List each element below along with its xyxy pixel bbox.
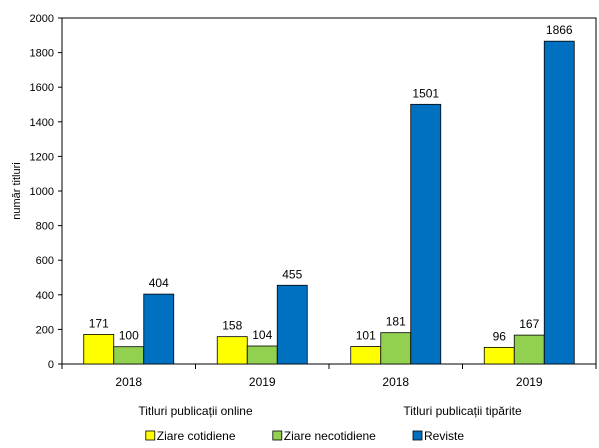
bar: [216, 336, 248, 365]
bar: [246, 345, 278, 365]
bar: [276, 284, 308, 365]
y-tick-label: 1000: [30, 186, 54, 198]
legend-label: Ziare necotidiene: [284, 429, 376, 443]
data-label: 404: [149, 276, 169, 290]
x-axis: 2018 2019 2018 2019 Titluri publicații onlin…: [61, 364, 597, 418]
data-label: 1866: [546, 23, 573, 37]
bar: [543, 40, 575, 365]
y-tick-label: 200: [36, 324, 54, 336]
data-label: 100: [119, 329, 139, 343]
data-label: 158: [222, 319, 242, 333]
value-labels: 171 100 404 158 104 455 101 181 1501 96 167 1866: [89, 23, 573, 343]
data-label: 1501: [412, 86, 439, 100]
bar: [410, 103, 442, 365]
data-label: 181: [386, 315, 406, 329]
y-axis-title: număr titluri: [11, 162, 23, 219]
bar: [350, 346, 382, 365]
legend-swatch: [145, 430, 156, 441]
legend-swatch: [412, 430, 423, 441]
y-tick-label: 1200: [30, 151, 54, 163]
legend-swatch: [272, 430, 283, 441]
x-category-label: 2019: [516, 375, 543, 389]
x-group-label: Titluri publicații tipărite: [403, 404, 522, 418]
x-category-label: 2018: [115, 375, 142, 389]
bar: [483, 346, 515, 365]
bar: [143, 293, 175, 365]
y-tick-label: 0: [48, 359, 54, 371]
data-label: 167: [519, 317, 539, 331]
legend: Ziare cotidiene Ziare necotidiene Reviste: [145, 429, 464, 443]
y-tick-label: 1600: [30, 82, 54, 94]
legend-label: Reviste: [424, 429, 464, 443]
x-group-label: Titluri publicații online: [138, 404, 253, 418]
bar: [513, 334, 545, 365]
data-label: 101: [356, 329, 376, 343]
data-label: 455: [282, 267, 302, 281]
y-tick-label: 600: [36, 255, 54, 267]
bar: [380, 332, 412, 365]
bars: [83, 40, 575, 365]
bar: [113, 346, 145, 365]
data-label: 104: [252, 328, 272, 342]
axes: 0 200 400 600 800 1000 1200 1400 1600 1800 2000: [30, 13, 597, 371]
y-tick-label: 2000: [30, 13, 54, 25]
y-tick-label: 1800: [30, 48, 54, 60]
data-label: 171: [89, 316, 109, 330]
legend-label: Ziare cotidiene: [157, 429, 236, 443]
plot-frame: [61, 17, 597, 365]
y-tick-label: 400: [36, 290, 54, 302]
x-category-label: 2019: [249, 375, 276, 389]
y-tick-label: 1400: [30, 117, 54, 129]
bar: [83, 334, 115, 365]
y-tick-label: 800: [36, 221, 54, 233]
x-category-label: 2018: [382, 375, 409, 389]
data-label: 96: [493, 329, 507, 343]
